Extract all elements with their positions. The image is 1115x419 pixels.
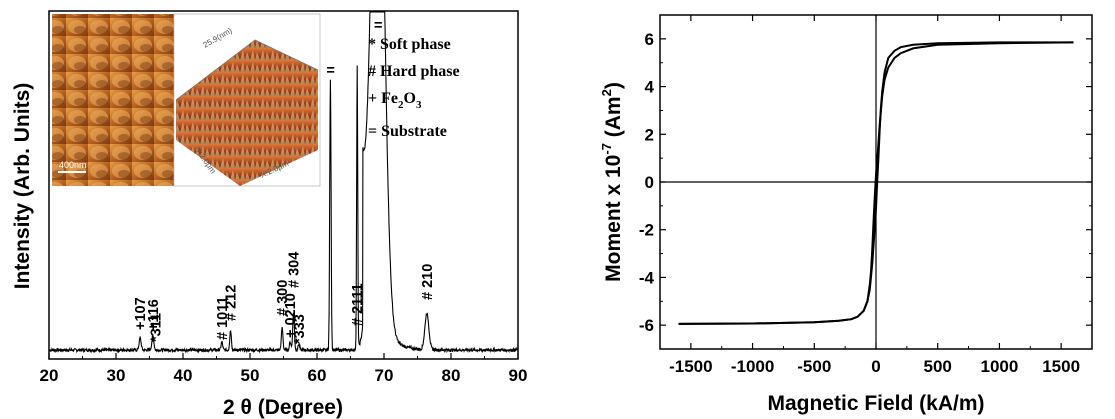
xrd-peak-label: # 2111 (350, 283, 366, 326)
xrd-trace (49, 11, 518, 354)
xrd-x-tick-label: 60 (308, 366, 327, 385)
xrd-peak-label: # 300 (275, 280, 291, 316)
xrd-x-tick-label: 30 (107, 366, 126, 385)
mh-y-tick-label: 2 (645, 125, 654, 144)
xrd-peak-label: +116 (146, 299, 162, 331)
mh-y-tick-label: -6 (639, 316, 654, 335)
xrd-x-tick-label: 50 (241, 366, 260, 385)
hysteresis-loop (678, 41, 1074, 325)
xrd-peak-label: *311 (149, 313, 165, 342)
afm-inset-3d: 25.9(nm) Y:2.0µm X:2.0µm (173, 13, 321, 187)
xrd-peak-label: # 304 (287, 252, 303, 288)
xrd-peak-label: # 1011 (215, 296, 231, 340)
mh-x-tick-label: -500 (797, 357, 831, 376)
xrd-x-tick-label: 90 (509, 366, 528, 385)
xrd-x-tick-label: 20 (40, 366, 59, 385)
hysteresis-chart: -1500 -1000 -500 0 500 1000 1500 -6 -4 -2 0 2 4 6 Ma… (599, 14, 1093, 415)
mh-x-tick-label: -1500 (669, 357, 712, 376)
mh-x-axis-title: Magnetic Field (kA/m) (767, 392, 984, 415)
xrd-chart: 400nm 25.9(nm) Y:2.0µm X:2.0µm +107+116*… (11, 10, 528, 419)
mh-x-axis: -1500 -1000 -500 0 500 1000 1500 (659, 15, 1093, 376)
mh-y-tick-label: 6 (645, 30, 654, 49)
xrd-x-axis-title: 2 θ (Degree) (223, 396, 343, 419)
xrd-x-tick-label: 40 (174, 366, 193, 385)
mh-x-tick-label: 0 (871, 357, 880, 376)
xrd-peak-label: +107 (133, 297, 149, 330)
xrd-legend: * Soft phase # Hard phase + Fe2O3 = Subs… (368, 36, 460, 140)
mh-x-tick-label: 1000 (981, 357, 1019, 376)
xrd-peak-labels: +107+116*311 # 1011# 212 # 300+ 0210 # 304 *… (133, 18, 436, 344)
legend-hard-phase: # Hard phase (368, 63, 460, 80)
mh-y-tick-label: 0 (645, 173, 654, 192)
mh-y-axis-title: Moment x 10-7 (Am2) (599, 82, 625, 282)
xrd-peak-label: + 0210 (283, 293, 299, 338)
legend-fe2o3: + Fe2O3 (368, 90, 422, 111)
hysteresis-branch-2 (678, 41, 1074, 325)
legend-soft-phase: * Soft phase (368, 36, 451, 53)
mh-y-axis: -6 -4 -2 0 2 4 6 (639, 14, 1092, 350)
xrd-peak-label: = (326, 63, 334, 79)
xrd-y-axis-title: Intensity (Arb. Units) (11, 83, 34, 290)
mh-y-tick-label: -2 (639, 221, 654, 240)
mh-y-tick-label: 4 (645, 78, 655, 97)
afm-inset-2d: 400nm (52, 14, 174, 186)
xrd-x-tick-label: 70 (375, 366, 394, 385)
mh-x-tick-label: -1000 (731, 357, 774, 376)
svg-text:400nm: 400nm (59, 160, 87, 170)
mh-x-tick-label: 500 (924, 357, 952, 376)
xrd-x-tick-label: 80 (442, 366, 461, 385)
mh-y-tick-label: -4 (639, 268, 655, 287)
xrd-peak-label: = (374, 18, 382, 34)
mh-x-tick-label: 1500 (1042, 357, 1080, 376)
xrd-peak-label: # 212 (224, 285, 240, 321)
xrd-peak-label: *333 (292, 314, 308, 344)
xrd-peak-label: # 210 (420, 264, 436, 300)
legend-substrate: = Substrate (368, 123, 447, 140)
xrd-x-axis: 20 30 40 50 60 70 80 90 (40, 353, 528, 385)
